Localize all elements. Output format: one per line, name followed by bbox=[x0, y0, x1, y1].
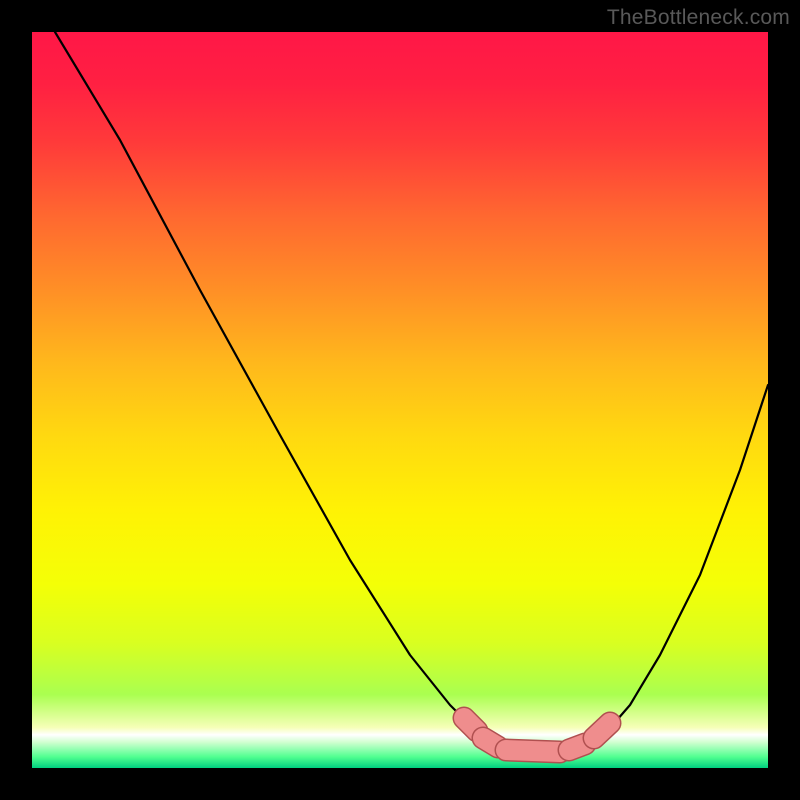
watermark-text: TheBottleneck.com bbox=[607, 6, 790, 30]
chart-svg bbox=[0, 0, 800, 800]
chart-container: TheBottleneck.com bbox=[0, 0, 800, 800]
